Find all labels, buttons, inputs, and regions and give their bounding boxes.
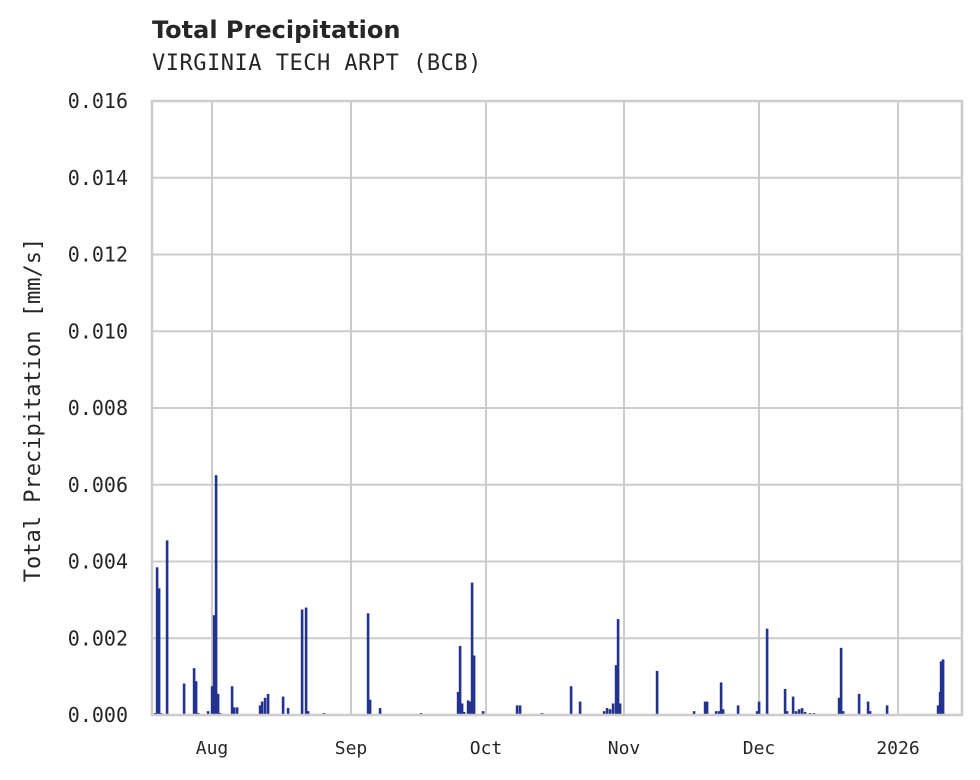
- precip-bar: [797, 709, 801, 715]
- chart-title: Total Precipitation: [152, 16, 401, 44]
- precip-bar: [608, 709, 612, 715]
- precip-bar: [210, 686, 214, 715]
- precip-bar: [721, 709, 725, 715]
- precip-bar: [182, 683, 186, 715]
- grid-lines: [152, 100, 962, 716]
- precip-bar: [705, 701, 709, 715]
- precip-bar: [258, 705, 262, 715]
- chart-subtitle: VIRGINIA TECH ARPT (BCB): [152, 51, 482, 76]
- y-axis-ticks: 0.000 0.002 0.004 0.006 0.008 0.010 0.012 0.014…: [68, 89, 128, 727]
- y-tick-label: 0.002: [68, 626, 128, 650]
- precip-bar: [230, 686, 234, 715]
- precip-bar: [803, 711, 807, 715]
- x-tick-label: Oct: [470, 738, 503, 759]
- x-tick-label: Aug: [196, 738, 229, 759]
- precip-bar: [281, 696, 285, 715]
- precip-bar: [569, 686, 573, 715]
- precip-bar: [306, 711, 310, 715]
- precip-bar: [614, 665, 618, 715]
- precip-bar: [839, 647, 843, 715]
- y-tick-label: 0.010: [68, 319, 128, 343]
- x-tick-label: Nov: [608, 738, 641, 759]
- precip-bar: [755, 711, 759, 715]
- precip-bar: [470, 582, 474, 715]
- precip-bar: [736, 705, 740, 715]
- precip-bar: [841, 711, 845, 715]
- precip-bar: [304, 607, 308, 715]
- precip-bar: [785, 711, 789, 715]
- precip-bar: [692, 711, 696, 715]
- precip-bar: [791, 696, 795, 715]
- precip-bar: [286, 708, 290, 715]
- y-tick-label: 0.008: [68, 396, 128, 420]
- precip-bar: [616, 619, 620, 715]
- precip-bar: [765, 628, 769, 715]
- precip-bar: [941, 659, 945, 715]
- precip-bar: [618, 703, 622, 715]
- precip-bar: [192, 668, 196, 715]
- precip-bar: [466, 700, 470, 715]
- precip-bar: [515, 705, 519, 715]
- y-tick-label: 0.000: [68, 703, 128, 727]
- precip-bar: [368, 699, 372, 715]
- precip-bar: [714, 711, 718, 715]
- x-tick-label: 2026: [876, 738, 919, 759]
- precip-bar: [263, 697, 267, 715]
- precip-bar: [300, 609, 304, 715]
- plot-frame: [150, 99, 964, 717]
- precip-bar: [655, 670, 659, 715]
- precip-bar: [481, 711, 485, 715]
- precip-bar: [717, 711, 721, 715]
- precip-bar: [578, 701, 582, 715]
- precip-bar: [885, 705, 889, 715]
- y-tick-label: 0.014: [68, 166, 128, 190]
- precip-bar: [456, 691, 460, 715]
- precip-bar: [936, 705, 940, 715]
- precip-bar: [458, 645, 462, 715]
- precip-bar: [165, 540, 169, 715]
- precip-bar: [206, 711, 210, 715]
- precip-bar: [462, 711, 466, 715]
- precip-bar: [800, 708, 804, 715]
- precipitation-bars: [153, 475, 945, 715]
- precip-bar: [378, 708, 382, 715]
- precip-bar: [719, 682, 723, 715]
- precip-bar: [757, 701, 761, 715]
- y-axis-label: Total Precipitation [mm/s]: [21, 238, 46, 582]
- precip-bar: [868, 711, 872, 715]
- precip-bar: [866, 701, 870, 715]
- x-axis-ticks: Aug Sep Oct Nov Dec 2026: [196, 738, 920, 759]
- precip-bar: [857, 693, 861, 715]
- precip-bar: [232, 707, 236, 715]
- precip-bar: [212, 615, 216, 715]
- precip-bar: [155, 567, 159, 715]
- precip-bar: [266, 693, 270, 715]
- precip-bar: [783, 688, 787, 715]
- precip-bar: [939, 661, 943, 715]
- precip-bar: [472, 655, 476, 715]
- precip-bar: [602, 711, 606, 715]
- precip-bar: [235, 707, 239, 715]
- precip-bar: [605, 708, 609, 715]
- precip-bar: [460, 703, 464, 715]
- precip-bar: [216, 693, 220, 715]
- precip-bar: [194, 681, 198, 715]
- y-tick-label: 0.006: [68, 473, 128, 497]
- precip-bar: [703, 701, 707, 715]
- y-tick-label: 0.016: [68, 89, 128, 113]
- x-tick-label: Sep: [335, 738, 368, 759]
- precip-bar: [366, 613, 370, 715]
- precip-bar: [518, 705, 522, 715]
- precip-bar: [260, 701, 264, 715]
- x-tick-label: Dec: [743, 738, 776, 759]
- y-tick-label: 0.012: [68, 243, 128, 267]
- y-tick-label: 0.004: [68, 550, 128, 574]
- precip-bar: [468, 701, 472, 715]
- precip-bar: [794, 711, 798, 715]
- precip-bar: [611, 703, 615, 715]
- precip-bar: [214, 475, 218, 715]
- precip-bar: [157, 588, 161, 715]
- precip-bar: [837, 697, 841, 715]
